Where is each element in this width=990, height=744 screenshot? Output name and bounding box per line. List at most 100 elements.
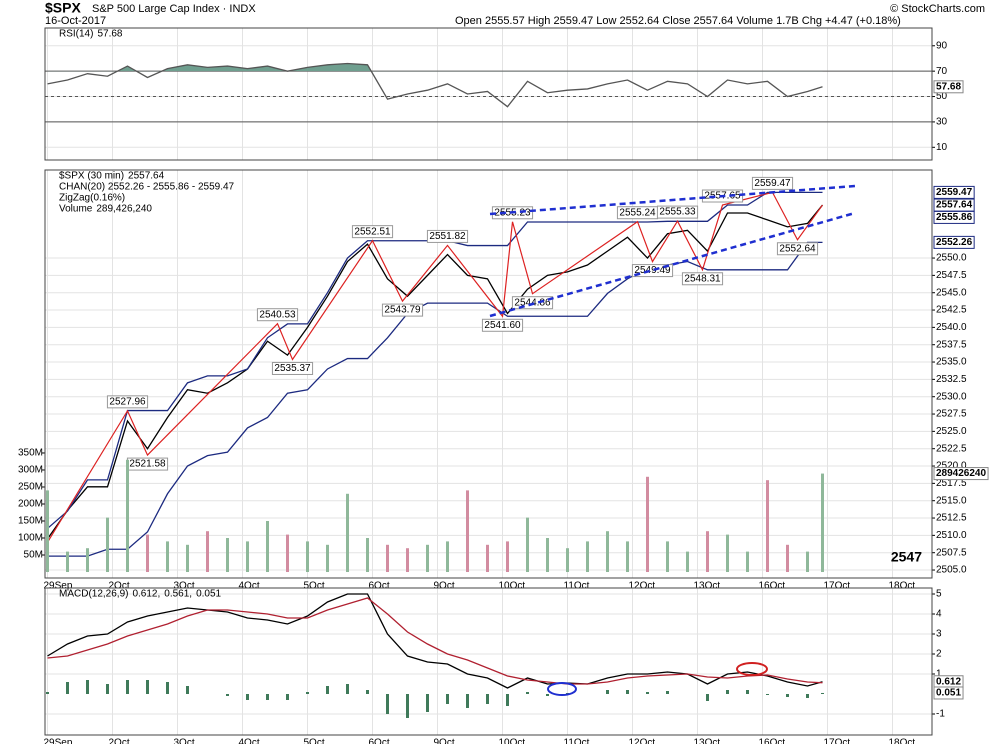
bar	[606, 690, 609, 694]
bar	[326, 686, 329, 694]
value-box	[933, 686, 964, 700]
trend-line	[489, 211, 856, 318]
y2-tick-label: 50M	[24, 550, 43, 561]
bar	[726, 690, 729, 694]
bar	[126, 680, 129, 694]
trend-line	[489, 184, 856, 216]
x-tick-label: 18Oct	[889, 581, 916, 592]
zigzag-label-box	[256, 308, 299, 322]
zigzag-label: 2535.37	[274, 363, 311, 374]
bar	[186, 686, 189, 694]
zigzag-label: 2540.53	[259, 309, 296, 320]
bar	[386, 694, 389, 714]
index-name: S&P 500 Large Cap Index · INDX	[92, 3, 256, 15]
y-tick-label: 90	[936, 40, 948, 51]
x-tick-label: 9Oct	[434, 581, 455, 592]
x-tick-label: 13Oct	[694, 738, 721, 744]
panel-border	[44, 169, 933, 579]
zigzag-label-box	[426, 229, 469, 243]
bar	[226, 694, 229, 696]
zigzag-label-box	[481, 318, 524, 332]
bar	[446, 541, 449, 573]
y-tick-label: 2507.5	[936, 547, 967, 558]
y2-tick-label: 100M	[18, 533, 43, 544]
value-box	[933, 467, 989, 481]
x-tick-label: 11Oct	[564, 581, 590, 592]
y-tick-label: -1	[936, 709, 945, 720]
value-box-label: 2552.26	[936, 237, 973, 248]
bar	[226, 538, 229, 573]
zigzag-label: 2552.64	[779, 243, 816, 254]
x-tick-label: 17Oct	[824, 738, 851, 744]
bar	[626, 541, 629, 573]
x-tick-label: 12Oct	[629, 581, 656, 592]
y-tick-label: 3	[936, 629, 942, 640]
x-tick-label: 16Oct	[759, 581, 786, 592]
bar	[446, 694, 449, 704]
bar	[726, 534, 729, 573]
value-box-label: 0.051	[936, 688, 961, 699]
bar	[146, 534, 149, 573]
bar	[506, 541, 509, 573]
x-tick-label: 6Oct	[369, 738, 390, 744]
zigzag-label-box	[656, 205, 699, 219]
legend-text: 0.561,	[164, 589, 192, 600]
series-line	[47, 593, 823, 689]
x-tick-label: 5Oct	[304, 581, 325, 592]
bar	[46, 490, 49, 573]
x-tick-label: 4Oct	[239, 738, 260, 744]
zigzag-label: 2541.60	[484, 320, 521, 331]
zigzag-label-box	[681, 272, 724, 286]
bar	[366, 690, 369, 694]
bar	[126, 459, 129, 573]
zigzag-label: 2559.47	[754, 178, 791, 189]
value-box-label: 2557.64	[936, 200, 973, 211]
legend-text: ZigZag(0.16%)	[59, 193, 125, 204]
bar	[346, 684, 349, 694]
bar	[606, 531, 609, 573]
bar	[786, 694, 789, 697]
bar	[346, 493, 349, 573]
y-tick-label: 2550.0	[936, 253, 967, 264]
zigzag-label: 2549.49	[634, 265, 671, 276]
value-box-label: 0.612	[936, 676, 961, 687]
bar	[786, 544, 789, 573]
bar	[746, 690, 749, 694]
y2-tick-label: 300M	[18, 465, 43, 476]
y-tick-label: 2540.0	[936, 322, 967, 333]
y-tick-label: 4	[936, 609, 942, 620]
y-tick-label: 2547.5	[936, 270, 967, 281]
bar	[426, 544, 429, 573]
series-line	[47, 62, 823, 108]
symbol: $SPX	[45, 0, 81, 16]
zigzag-label: 2552.51	[354, 226, 391, 237]
y-tick-label: 2505.0	[936, 565, 967, 576]
bar	[266, 694, 269, 700]
bar	[246, 541, 249, 573]
highlight	[736, 662, 768, 676]
bar	[426, 694, 429, 712]
value-box-label: 57.68	[936, 81, 961, 92]
legend-text: 57.68	[97, 29, 122, 40]
bar	[466, 490, 469, 573]
zigzag-label: 2551.82	[429, 231, 466, 242]
bar	[686, 551, 689, 573]
x-tick-label: 11Oct	[564, 738, 590, 744]
bar	[286, 534, 289, 573]
x-tick-label: 12Oct	[629, 738, 656, 744]
x-tick-label: 10Oct	[499, 738, 526, 744]
y-tick-label: 2530.0	[936, 391, 967, 402]
y-tick-label: 2510.0	[936, 530, 967, 541]
y-tick-label: 2515.0	[936, 495, 967, 506]
series-line	[47, 241, 823, 557]
bar	[566, 693, 569, 694]
bar	[586, 541, 589, 573]
y-tick-label: 2545.0	[936, 287, 967, 298]
value-box-label: 2555.86	[936, 212, 973, 223]
bar	[206, 531, 209, 573]
x-tick-label: 9Oct	[434, 738, 455, 744]
bar	[706, 694, 709, 701]
zigzag-label: 2555.24	[619, 207, 656, 218]
bar	[626, 690, 629, 694]
y-tick-label: 30	[936, 117, 948, 128]
